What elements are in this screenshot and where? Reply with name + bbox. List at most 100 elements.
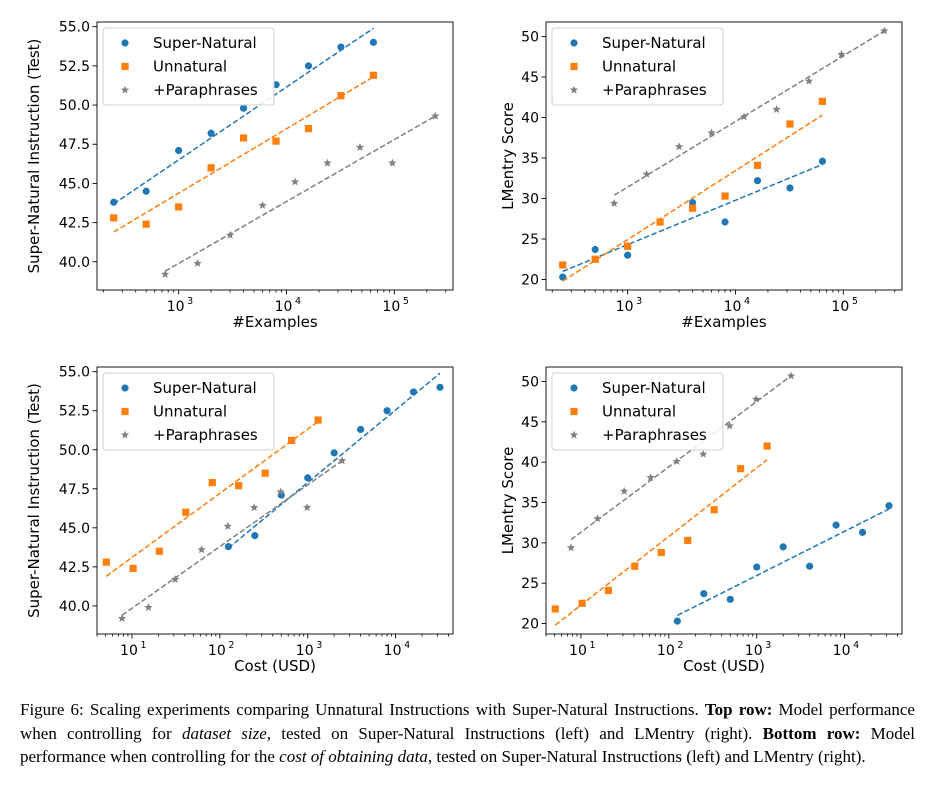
- caption-text: Model performance when controlling for: [20, 700, 915, 743]
- plot-frame: [545, 21, 903, 291]
- data-point-paraphrases: [225, 230, 235, 239]
- data-point-unnatural: [272, 137, 280, 145]
- fit-line-unnatural: [562, 114, 823, 282]
- y-tick-label: 52.5: [59, 404, 90, 420]
- data-point-super-natural: [436, 383, 444, 391]
- data-point-unnatural: [657, 548, 665, 557]
- y-tick-label: 30: [521, 192, 539, 208]
- x-tick-label: 10: [120, 643, 138, 659]
- x-tick-label: 10: [724, 299, 742, 315]
- caption-cost: cost of obtaining data: [279, 747, 428, 766]
- data-point-unnatural: [182, 508, 190, 516]
- data-point-unnatural: [763, 442, 771, 450]
- data-point-paraphrases: [302, 503, 312, 512]
- caption-top-row: Top row:: [704, 700, 773, 719]
- data-point-paraphrases: [117, 613, 127, 622]
- caption-dataset-size: dataset size: [181, 723, 267, 743]
- legend-box: [551, 372, 724, 451]
- data-point-paraphrases: [250, 503, 259, 512]
- data-point-paraphrases: [431, 111, 440, 120]
- legend-marker-paraphrases: [120, 85, 130, 94]
- y-tick-label: 40.0: [59, 255, 90, 271]
- legend-label: +Paraphrases: [602, 81, 707, 99]
- fit-line-paraphrases: [570, 375, 792, 541]
- fit-line-super-natural: [677, 508, 890, 617]
- data-point-paraphrases: [276, 487, 285, 496]
- data-point-unnatural: [304, 124, 313, 133]
- y-tick-label: 35: [521, 496, 539, 512]
- data-point-super-natural: [251, 532, 259, 540]
- y-tick-label: 55.0: [59, 365, 90, 381]
- data-point-paraphrases: [707, 128, 716, 137]
- data-point-paraphrases: [751, 394, 761, 403]
- data-point-paraphrases: [786, 371, 796, 380]
- data-point-unnatural: [578, 599, 586, 607]
- data-point-super-natural: [624, 251, 632, 259]
- legend-marker-unnatural: [121, 62, 129, 71]
- data-point-unnatural: [142, 220, 150, 228]
- y-tick-label: 45.0: [59, 176, 90, 192]
- y-tick-label: 45: [521, 415, 539, 431]
- legend-marker-unnatural: [121, 407, 129, 416]
- legend-box: [102, 372, 275, 451]
- caption-text: Model performance when controlling for t…: [20, 723, 916, 767]
- data-point-unnatural: [818, 97, 827, 105]
- caption-text: Scaling experiments comparing Unnatural …: [83, 700, 705, 719]
- y-tick-label: 45: [521, 70, 539, 86]
- y-tick-label: 50: [521, 375, 539, 391]
- data-point-paraphrases: [880, 26, 889, 35]
- y-tick-label: 42.5: [59, 560, 90, 576]
- data-point-super-natural: [175, 146, 183, 155]
- legend-label: Unnatural: [602, 58, 676, 76]
- legend-box: [102, 27, 275, 106]
- data-point-unnatural: [551, 605, 559, 613]
- data-point-paraphrases: [258, 200, 267, 209]
- x-tick-label: 10: [616, 299, 634, 315]
- chart-panel-3: 10 1 10 2 10 3 10 440.042.545.047.550.052.555.0…: [25, 365, 454, 675]
- y-tick-label: 52.5: [59, 59, 90, 75]
- data-point-super-natural: [224, 542, 232, 551]
- legend-label: +Paraphrases: [602, 426, 707, 444]
- data-point-paraphrases: [290, 177, 300, 186]
- x-tick-label: 10: [569, 643, 587, 659]
- figure-caption: Figure 6: Scaling experiments comparing …: [20, 698, 915, 769]
- data-point-unnatural: [129, 564, 137, 573]
- data-point-unnatural: [314, 416, 322, 424]
- x-tick-exponent: 3: [316, 640, 322, 651]
- data-point-paraphrases: [197, 545, 206, 554]
- x-tick-label: 10: [382, 299, 400, 315]
- legend-label: Unnatural: [602, 403, 676, 421]
- legend-label: Super-Natural: [602, 34, 706, 52]
- data-point-unnatural: [631, 562, 639, 570]
- data-point-super-natural: [239, 104, 248, 112]
- data-point-paraphrases: [674, 142, 684, 151]
- data-point-unnatural: [710, 506, 718, 514]
- fit-line-super-natural: [227, 372, 441, 549]
- y-tick-label: 47.5: [59, 137, 90, 153]
- legend-marker-paraphrases: [120, 430, 130, 439]
- x-tick-label: 10: [384, 643, 402, 659]
- data-point-unnatural: [624, 242, 632, 250]
- legend-marker-paraphrases: [569, 85, 579, 94]
- x-tick-exponent: 2: [228, 640, 234, 651]
- x-tick-exponent: 4: [853, 640, 859, 651]
- legend-label: +Paraphrases: [153, 81, 258, 99]
- plot-frame: [96, 21, 454, 291]
- data-point-super-natural: [110, 198, 118, 206]
- data-point-paraphrases: [566, 543, 576, 552]
- y-axis-label: Super-Natural Instruction (Test): [25, 39, 43, 274]
- data-point-unnatural: [235, 482, 243, 490]
- y-tick-label: 35: [521, 151, 539, 167]
- legend: Super-Natural Unnatural +Paraphrases: [102, 27, 275, 106]
- data-point-paraphrases: [144, 603, 153, 612]
- data-point-paraphrases: [804, 76, 814, 85]
- data-point-super-natural: [330, 449, 338, 457]
- legend-marker-super-natural: [121, 39, 129, 47]
- caption-bottom-row: Bottom row:: [762, 723, 861, 743]
- x-tick-exponent: 3: [765, 640, 771, 651]
- data-point-super-natural: [753, 177, 762, 185]
- fit-line-paraphrases: [121, 460, 343, 616]
- data-point-super-natural: [832, 521, 840, 529]
- legend-label: Super-Natural: [153, 34, 257, 52]
- legend: Super-Natural Unnatural +Paraphrases: [551, 27, 724, 106]
